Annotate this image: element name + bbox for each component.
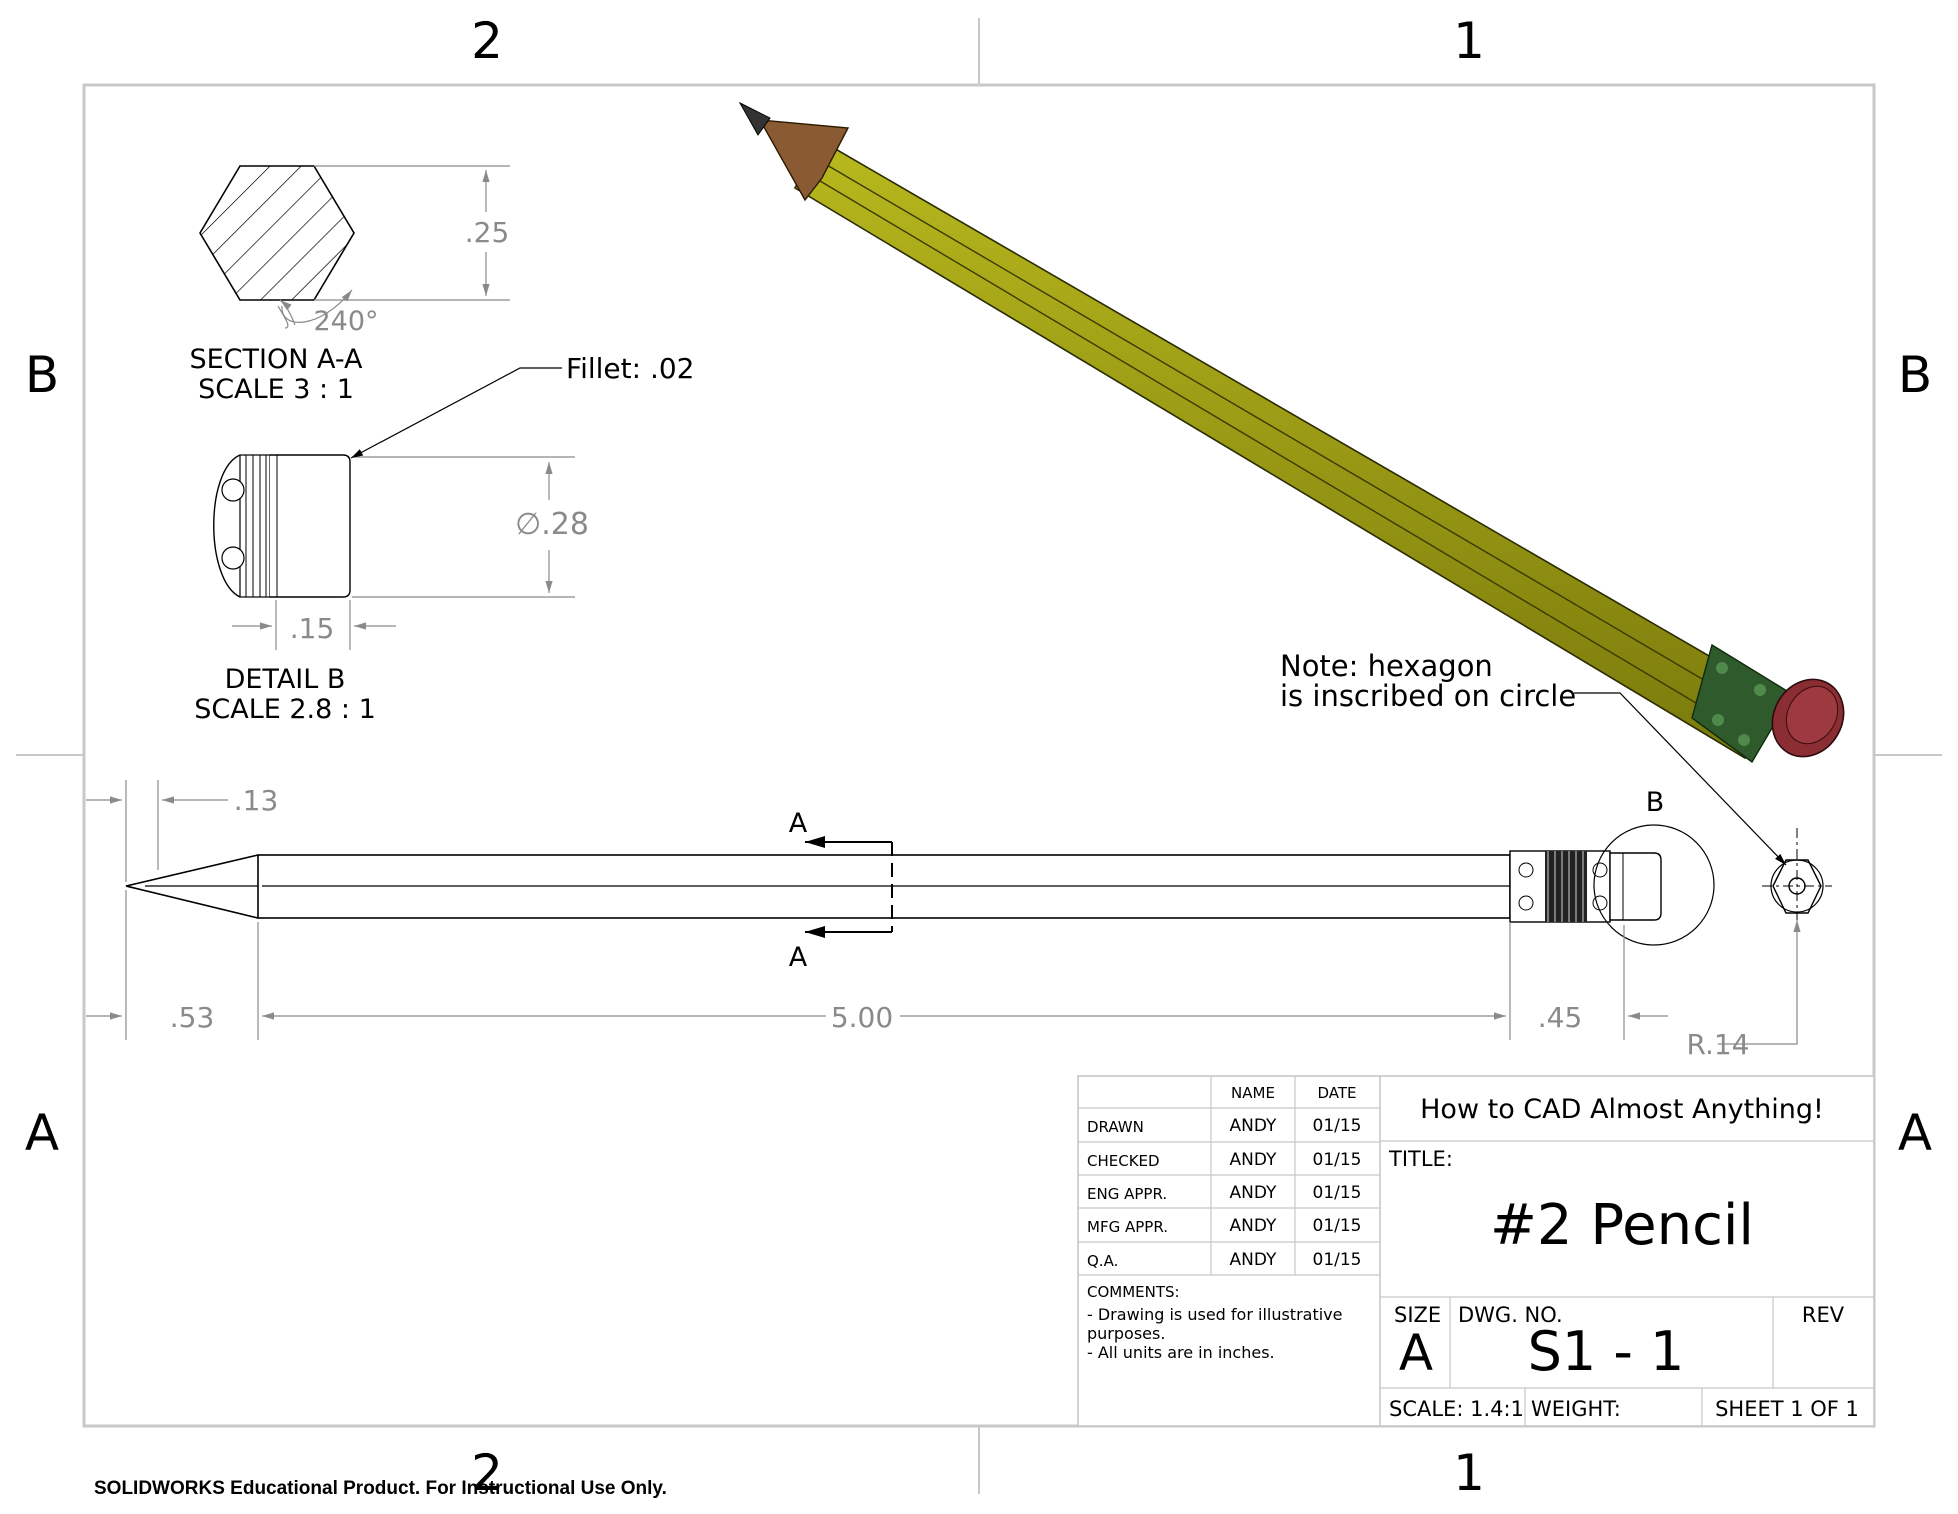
name-checked: ANDY xyxy=(1230,1150,1278,1170)
zone-label-top-1: 1 xyxy=(1453,12,1485,70)
name-qa: ANDY xyxy=(1230,1250,1278,1270)
comment-line-2: purposes. xyxy=(1087,1324,1165,1343)
detail-view: ∅.28 .15 Fillet: .02 DETAIL B SCALE 2.8 … xyxy=(194,352,694,725)
pencil-isometric-render xyxy=(738,101,1845,764)
detail-width-dim: .15 xyxy=(290,612,335,645)
section-marker-bottom: A xyxy=(789,942,808,973)
header-date: DATE xyxy=(1317,1084,1356,1102)
date-qa: 01/15 xyxy=(1313,1250,1362,1270)
dim-tip-length: .53 xyxy=(170,1001,215,1034)
header-name: NAME xyxy=(1231,1084,1275,1102)
zone-label-bottom-1: 1 xyxy=(1453,1444,1485,1502)
name-mfg-appr: ANDY xyxy=(1230,1216,1278,1236)
zone-label-left-A: A xyxy=(25,1104,59,1162)
hexagon-section xyxy=(199,165,355,301)
zone-label-top-2: 2 xyxy=(471,12,503,70)
date-mfg-appr: 01/15 xyxy=(1313,1216,1362,1236)
note-line-2: is inscribed on circle xyxy=(1280,679,1576,713)
role-qa: Q.A. xyxy=(1087,1252,1118,1270)
drawing-title: #2 Pencil xyxy=(1490,1193,1754,1258)
section-angle-dim: 240° xyxy=(313,306,378,337)
date-drawn: 01/15 xyxy=(1313,1116,1362,1136)
dim-body-length: 5.00 xyxy=(831,1001,893,1034)
pencil-lead-tip xyxy=(738,101,771,136)
sheet-value: SHEET 1 OF 1 xyxy=(1715,1397,1859,1421)
name-eng-appr: ANDY xyxy=(1230,1183,1278,1203)
role-mfg-appr: MFG APPR. xyxy=(1087,1218,1168,1236)
drawing-border xyxy=(16,18,1942,1494)
comment-line-1: - Drawing is used for illustrative xyxy=(1087,1305,1343,1324)
zone-label-right-A: A xyxy=(1898,1104,1932,1162)
zone-label-right-B: B xyxy=(1898,346,1932,404)
dwg-no-label: DWG. NO. xyxy=(1458,1303,1563,1327)
section-label: SECTION A-A xyxy=(189,344,363,375)
dim-tip-top: .13 xyxy=(234,784,279,817)
dwg-no-value: S1 - 1 xyxy=(1528,1320,1685,1383)
date-eng-appr: 01/15 xyxy=(1313,1183,1362,1203)
comment-line-3: - All units are in inches. xyxy=(1087,1343,1275,1362)
section-height-dim: .25 xyxy=(465,216,510,249)
fillet-callout: Fillet: .02 xyxy=(566,352,694,385)
section-view: .25 240° SECTION A-A SCALE 3 : 1 xyxy=(189,165,510,405)
title-label: TITLE: xyxy=(1388,1147,1453,1171)
comments-label: COMMENTS: xyxy=(1087,1283,1180,1301)
size-label: SIZE xyxy=(1394,1303,1441,1327)
pencil-wood-tip xyxy=(758,119,850,202)
title-block: NAME DATE DRAWN ANDY 01/15 CHECKED ANDY … xyxy=(1077,1075,1875,1427)
detail-marker-b: B xyxy=(1646,787,1665,818)
front-view-dimensions: .13 .53 5.00 .45 R.14 xyxy=(86,780,1801,1061)
name-drawn: ANDY xyxy=(1230,1116,1278,1136)
note-line-1: Note: hexagon xyxy=(1280,649,1493,683)
zone-label-bottom-2: 2 xyxy=(471,1444,503,1502)
role-eng-appr: ENG APPR. xyxy=(1087,1185,1167,1203)
detail-b-circle xyxy=(1593,824,1715,946)
section-scale: SCALE 3 : 1 xyxy=(198,374,354,405)
weight-label: WEIGHT: xyxy=(1531,1397,1621,1421)
detail-label: DETAIL B xyxy=(225,664,346,695)
educational-watermark: SOLIDWORKS Educational Product. For Inst… xyxy=(94,1478,667,1499)
role-checked: CHECKED xyxy=(1087,1152,1160,1170)
dim-eraser-length: .45 xyxy=(1538,1001,1583,1034)
zone-label-left-B: B xyxy=(25,346,59,404)
pencil-front-view: B A A Note: hexagon is inscribed on circ… xyxy=(125,649,1832,973)
section-marker-top: A xyxy=(789,808,808,839)
detail-diameter-dim: ∅.28 xyxy=(515,507,589,542)
date-checked: 01/15 xyxy=(1313,1150,1362,1170)
pencil-eraser xyxy=(1609,852,1662,921)
rev-label: REV xyxy=(1802,1303,1845,1327)
role-drawn: DRAWN xyxy=(1087,1118,1144,1136)
dim-radius: R.14 xyxy=(1687,1028,1750,1061)
detail-scale: SCALE 2.8 : 1 xyxy=(194,694,376,725)
pencil-ferrule-render xyxy=(1691,643,1793,764)
company-name: How to CAD Almost Anything! xyxy=(1420,1094,1824,1125)
scale-value: SCALE: 1.4:1 xyxy=(1389,1397,1524,1421)
size-value: A xyxy=(1399,1324,1433,1382)
